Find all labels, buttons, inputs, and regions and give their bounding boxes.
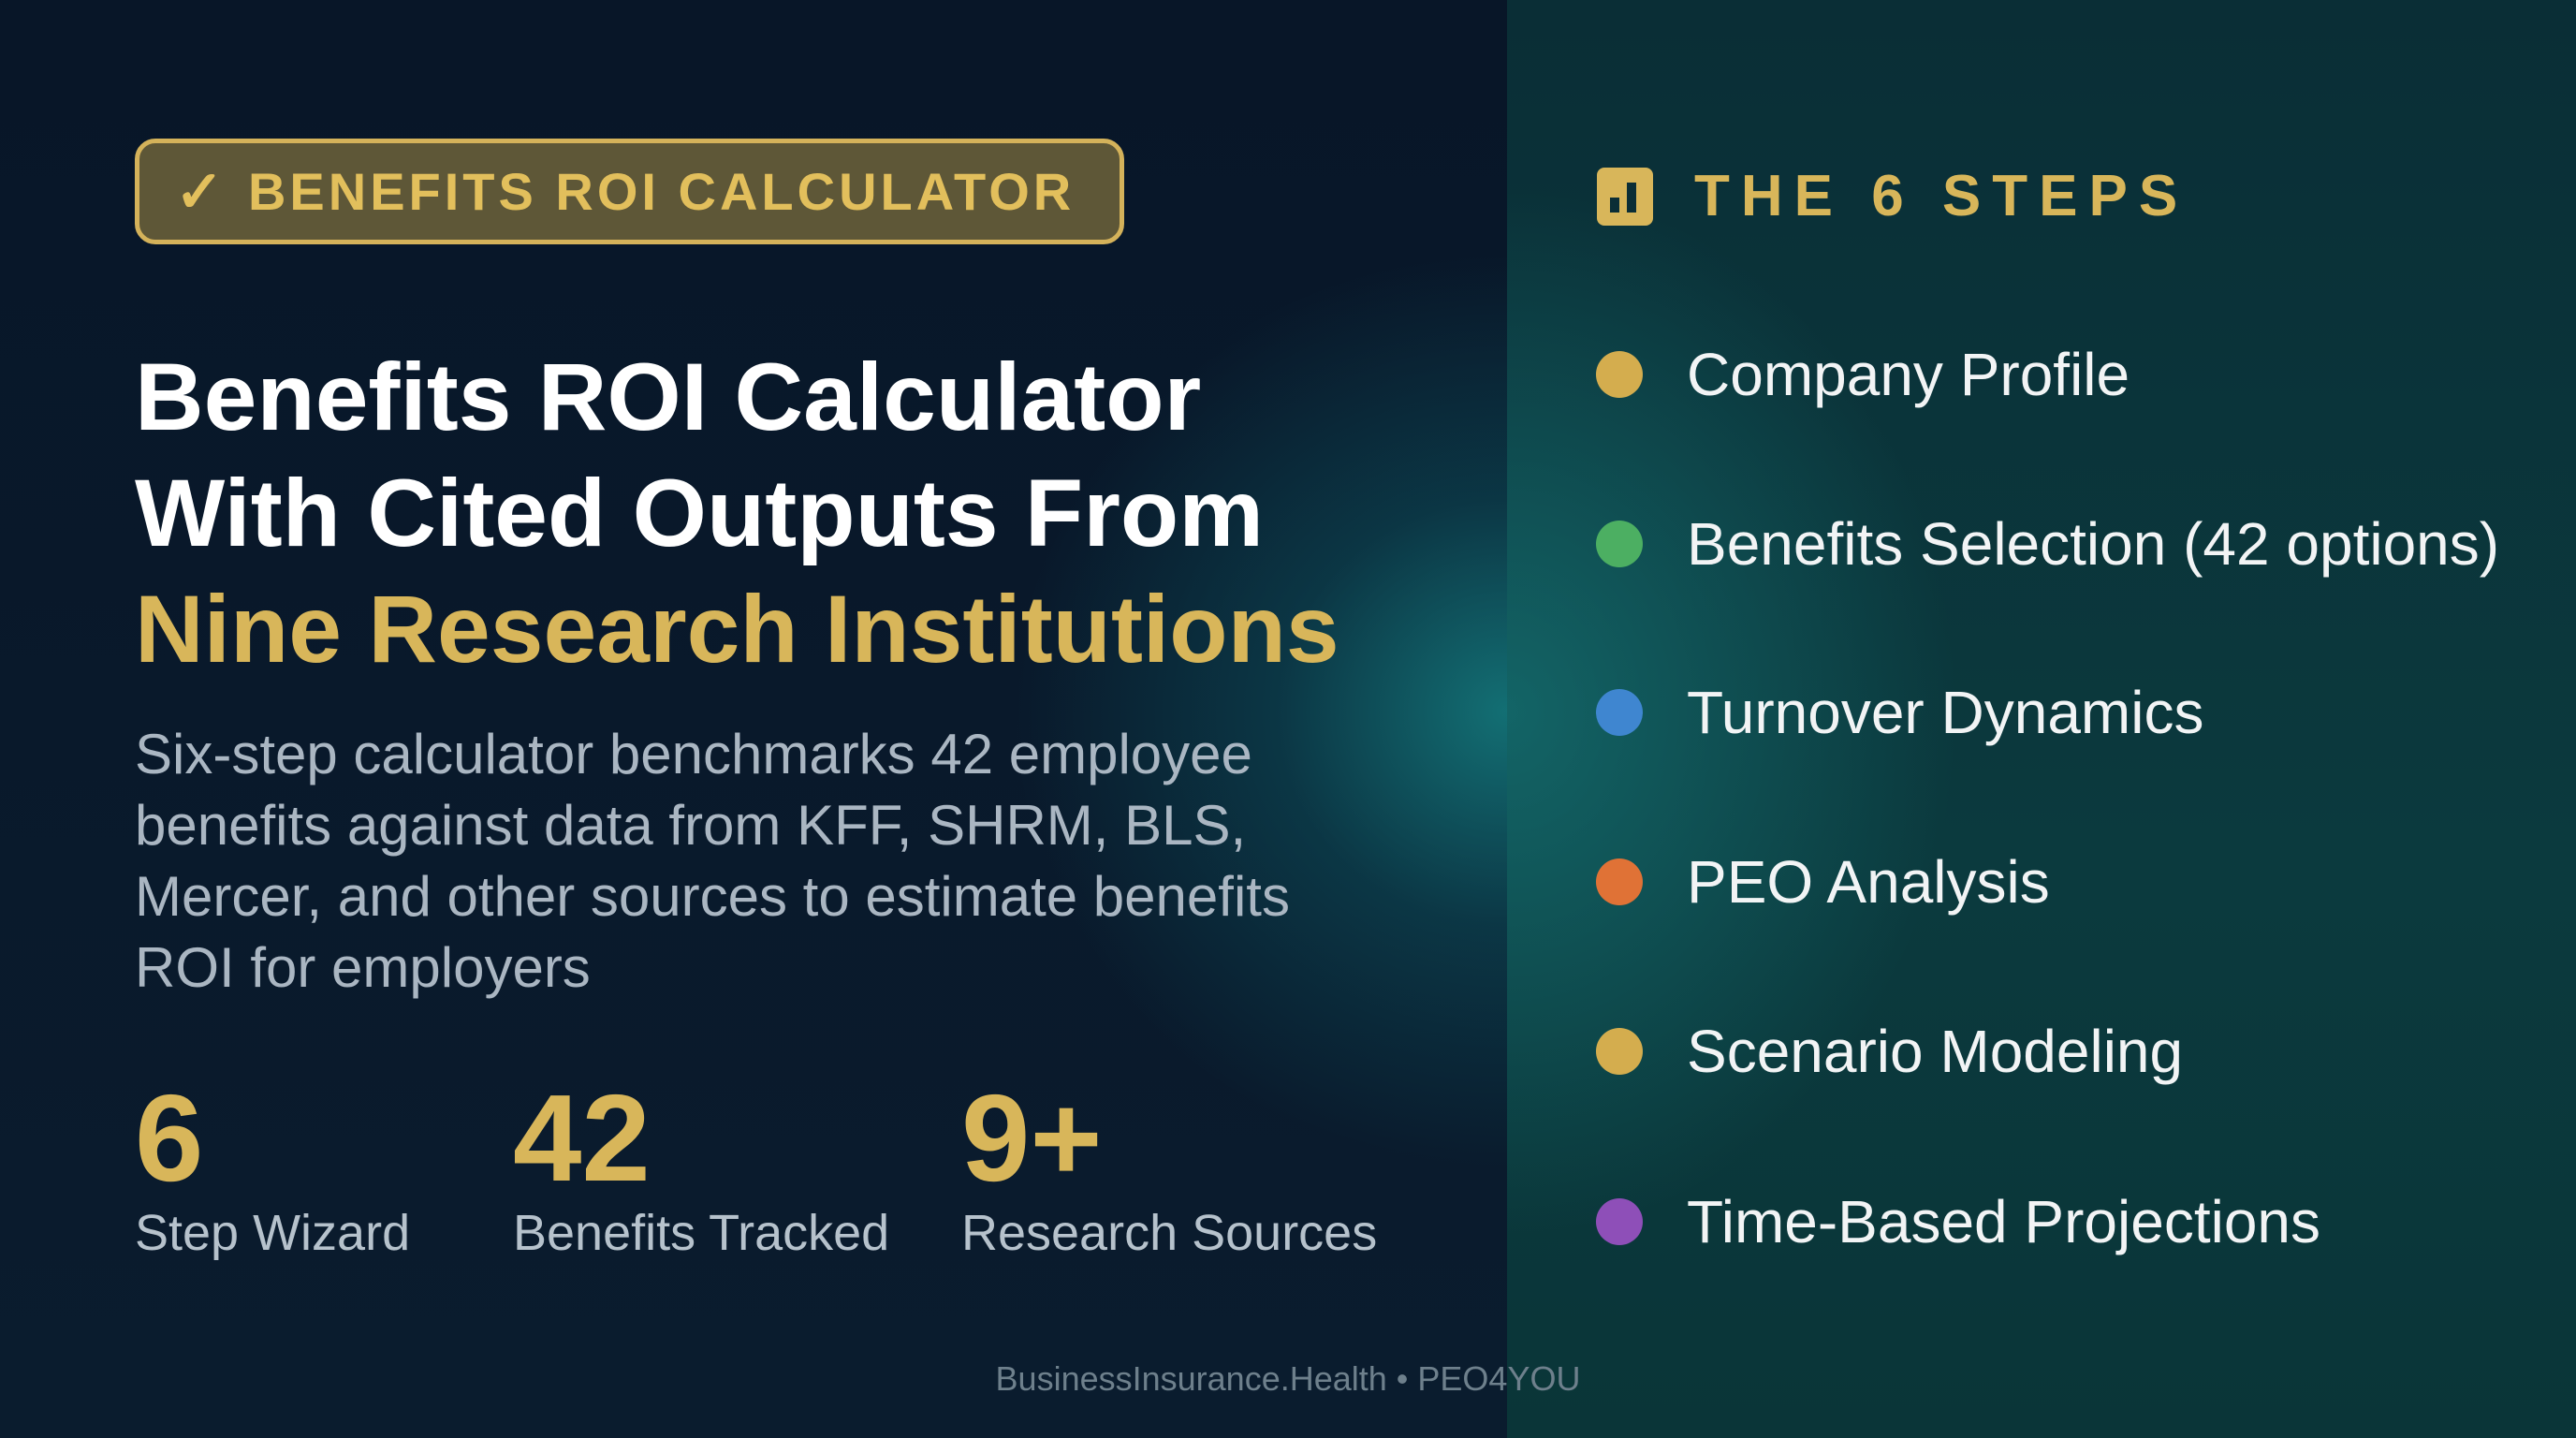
step-dot-icon [1596,689,1643,736]
step-item: Benefits Selection (42 options) [1596,509,2499,579]
step-item: PEO Analysis [1596,847,2050,917]
step-label: Scenario Modeling [1687,1018,2184,1085]
page-title: Benefits ROI Calculator With Cited Outpu… [135,339,1339,687]
header-badge: ✓ BENEFITS ROI CALCULATOR [135,139,1124,244]
check-icon: ✓ [175,160,224,225]
footer-credit: BusinessInsurance.Health • PEO4YOU [995,1359,1581,1398]
stat-label: Benefits Tracked [513,1205,890,1261]
steps-heading: THE 6 STEPS [1597,163,2188,229]
subtitle: Six-step calculator benchmarks 42 employ… [135,723,1290,999]
step-label: Company Profile [1687,341,2130,408]
step-item: Company Profile [1596,340,2130,409]
stat-steps: 6 Step Wizard [135,1077,410,1262]
badge-label: BENEFITS ROI CALCULATOR [247,162,1076,221]
step-label: Benefits Selection (42 options) [1687,510,2500,578]
stat-sources: 9+ Research Sources [961,1077,1377,1262]
step-dot-icon [1596,351,1643,398]
step-item: Turnover Dynamics [1596,678,2203,747]
title-line-2: With Cited Outputs From [135,460,1264,566]
steps-heading-label: THE 6 STEPS [1694,164,2189,228]
step-dot-icon [1596,1028,1643,1075]
step-label: PEO Analysis [1687,848,2050,916]
title-line-1: Benefits ROI Calculator [135,344,1202,450]
title-line-highlight: Nine Research Institutions [135,576,1339,682]
step-dot-icon [1596,521,1643,567]
right-panel-background [1507,0,2576,1438]
stat-value: 6 [135,1069,204,1207]
step-item: Time-Based Projections [1596,1187,2320,1256]
stat-value: 42 [513,1069,651,1207]
stat-benefits: 42 Benefits Tracked [513,1077,889,1262]
step-dot-icon [1596,858,1643,905]
stat-label: Step Wizard [135,1205,411,1261]
step-dot-icon [1596,1198,1643,1245]
stat-label: Research Sources [961,1205,1378,1261]
step-label: Time-Based Projections [1687,1188,2320,1255]
step-item: Scenario Modeling [1596,1017,2183,1086]
stat-value: 9+ [961,1069,1103,1207]
bar-chart-icon [1597,167,1653,226]
step-label: Turnover Dynamics [1687,679,2204,746]
